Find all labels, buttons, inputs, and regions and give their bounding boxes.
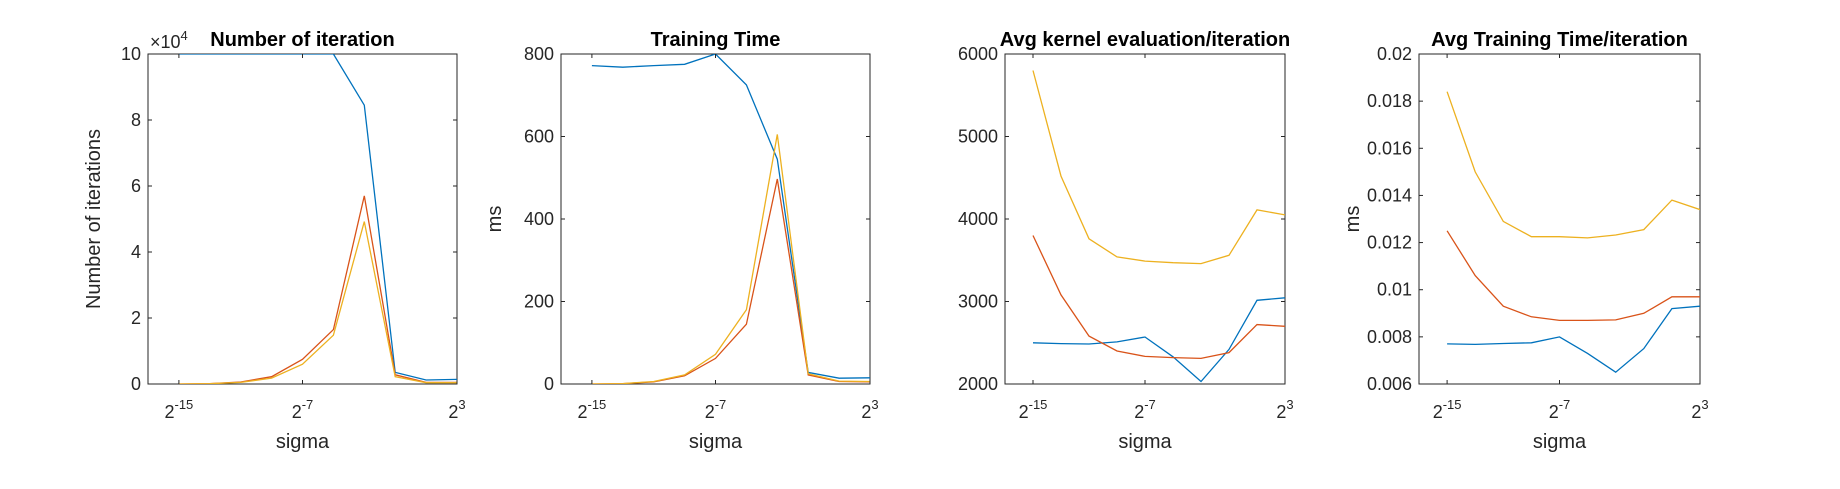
- series-line-1: [178, 54, 457, 381]
- x-tick-label: 2-15: [577, 397, 606, 422]
- y-axis-label: Number of iterations: [83, 129, 105, 309]
- y-tick-label: 0: [544, 374, 554, 394]
- y-tick-label: 3000: [958, 292, 998, 312]
- y-tick-label: 0.014: [1367, 185, 1412, 205]
- axes-box: [1004, 53, 1286, 385]
- y-axis-label: ms: [1342, 206, 1364, 233]
- y-tick-label: 2000: [958, 374, 998, 394]
- series-line-3: [591, 134, 870, 384]
- subplot-1: 0 2 4 6 8 10 2-15 2-7 23 Number of iteration sigma…: [83, 28, 466, 453]
- chart-title: Training Time: [651, 29, 781, 51]
- series-group: [1032, 70, 1285, 383]
- y-tick-label: 6: [131, 176, 141, 196]
- x-axis-label: sigma: [1533, 431, 1587, 453]
- x-tick-label: 23: [448, 397, 465, 422]
- x-tick-label: 2-7: [705, 397, 727, 422]
- y-tick-label: 0.006: [1367, 374, 1412, 394]
- y-tick-label: 0.02: [1377, 44, 1412, 64]
- series-line-1: [1032, 297, 1285, 383]
- y-tick-label: 6000: [958, 44, 998, 64]
- x-tick-label: 23: [861, 397, 878, 422]
- series-line-1: [1447, 305, 1700, 374]
- y-tick-label: 2: [131, 308, 141, 328]
- chart-title: Avg kernel evaluation/iteration: [1000, 29, 1290, 51]
- y-tick-label: 4: [131, 242, 141, 262]
- y-tick-label: 10: [121, 44, 141, 64]
- y-multiplier: ×104: [150, 28, 188, 52]
- y-axis-label: ms: [484, 206, 506, 233]
- y-tick-label: 5000: [958, 127, 998, 147]
- axes-box: [147, 53, 458, 385]
- series-group: [178, 54, 457, 384]
- chart-title: Avg Training Time/iteration: [1431, 29, 1688, 51]
- x-tick-label: 2-7: [1549, 397, 1571, 422]
- x-axis-label: sigma: [689, 431, 743, 453]
- subplot-4: 0.006 0.008 0.01 0.012 0.014 0.016 0.018 0.02 2-…: [1342, 29, 1709, 453]
- series-line-2: [1446, 230, 1700, 322]
- x-tick-label: 2-15: [1019, 397, 1048, 422]
- y-tick-label: 800: [524, 44, 554, 64]
- y-tick-label: 0.016: [1367, 138, 1412, 158]
- y-tick-label: 0.018: [1367, 91, 1412, 111]
- axes-box: [560, 53, 871, 385]
- y-tick-label: 600: [524, 127, 554, 147]
- x-tick-label: 2-15: [164, 397, 193, 422]
- subplot-3: 2000 3000 4000 5000 6000 2-15 2-7 23 Avg kernel …: [958, 29, 1294, 453]
- x-tick-label: 2-7: [1134, 397, 1156, 422]
- subplot-2: 0 200 400 600 800 2-15 2-7 23 Training Time sigma…: [484, 29, 879, 453]
- chart-title: Number of iteration: [210, 29, 394, 51]
- series-line-3: [1032, 70, 1285, 265]
- y-tick-label: 400: [524, 209, 554, 229]
- y-tick-label: 0: [131, 374, 141, 394]
- x-tick-label: 23: [1276, 397, 1293, 422]
- x-tick-label: 2-7: [292, 397, 314, 422]
- y-tick-label: 0.008: [1367, 327, 1412, 347]
- series-line-3: [1446, 91, 1700, 239]
- series-line-2: [1032, 235, 1285, 360]
- series-group: [1446, 91, 1700, 374]
- series-group: [591, 54, 870, 384]
- y-tick-label: 0.012: [1367, 233, 1412, 253]
- x-tick-label: 23: [1691, 397, 1708, 422]
- y-tick-label: 0.01: [1377, 280, 1412, 300]
- x-axis-label: sigma: [1118, 431, 1172, 453]
- y-tick-label: 8: [131, 110, 141, 130]
- series-line-3: [178, 221, 457, 384]
- y-tick-label: 4000: [958, 209, 998, 229]
- x-tick-label: 2-15: [1433, 397, 1462, 422]
- y-tick-label: 200: [524, 292, 554, 312]
- axes-box: [1418, 53, 1701, 385]
- series-line-1: [591, 54, 870, 379]
- x-axis-label: sigma: [276, 431, 330, 453]
